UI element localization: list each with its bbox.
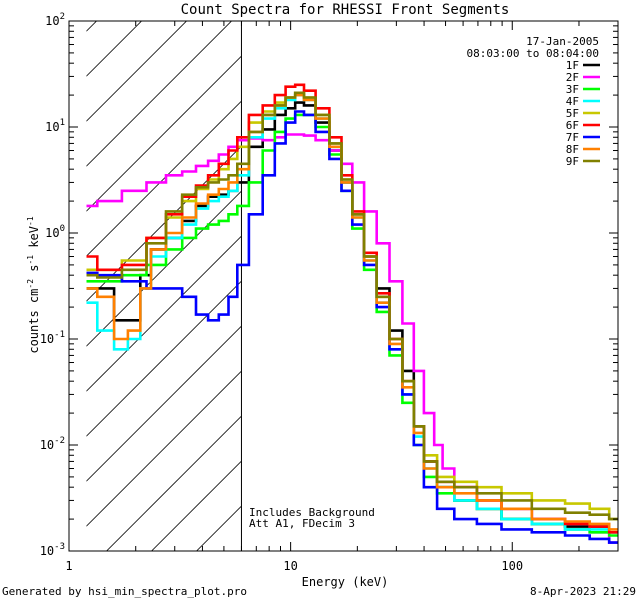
hatch-line bbox=[86, 21, 143, 77]
y-tick-label: 102 bbox=[45, 12, 65, 28]
y-tick-label: 10-3 bbox=[40, 542, 65, 558]
legend-label-7F: 7F bbox=[566, 131, 579, 144]
legend-label-6F: 6F bbox=[566, 119, 579, 132]
legend-label-4F: 4F bbox=[566, 95, 579, 108]
y-tick-label: 10-1 bbox=[40, 330, 65, 346]
y-tick-label: 101 bbox=[45, 118, 65, 134]
legend-label-9F: 9F bbox=[566, 155, 579, 168]
series-line-9F bbox=[86, 91, 618, 521]
legend-label-2F: 2F bbox=[566, 71, 579, 84]
legend-label-5F: 5F bbox=[566, 107, 579, 120]
date-label: 17-Jan-2005 bbox=[526, 35, 599, 48]
hatch-line bbox=[86, 190, 242, 347]
axis-layer: 1 10 100 10-3 10-2 10-1 100 101 102 bbox=[40, 12, 619, 573]
hatch-line bbox=[86, 325, 242, 482]
y-tick-label: 100 bbox=[45, 224, 65, 240]
excluded-energy-hatch bbox=[86, 21, 242, 551]
footer-generated-by: Generated by hsi_min_spectra_plot.pro bbox=[2, 585, 247, 598]
time-range-label: 08:03:00 to 08:04:00 bbox=[467, 47, 599, 60]
legend-label-1F: 1F bbox=[566, 59, 579, 72]
series-layer bbox=[86, 83, 618, 544]
y-axis-label: counts cm-2 s-1 keV-1 bbox=[26, 216, 41, 353]
legend-label-8F: 8F bbox=[566, 143, 579, 156]
legend-label-3F: 3F bbox=[566, 83, 579, 96]
hatch-line bbox=[86, 21, 233, 167]
attenuator-note: Att A1, FDecim 3 bbox=[249, 517, 355, 530]
x-tick-label: 1 bbox=[65, 559, 72, 573]
background-note: Includes Background bbox=[249, 506, 375, 519]
hatch-line bbox=[86, 21, 188, 122]
x-tick-label: 10 bbox=[283, 559, 297, 573]
footer-timestamp: 8-Apr-2023 21:29 bbox=[530, 585, 636, 598]
x-tick-label: 100 bbox=[501, 559, 523, 573]
series-line-8F bbox=[86, 93, 618, 531]
hatch-line bbox=[86, 145, 242, 302]
y-tick-label: 10-2 bbox=[40, 436, 65, 452]
chart-title: Count Spectra for RHESSI Front Segments bbox=[181, 2, 510, 18]
x-axis-label: Energy (keV) bbox=[302, 575, 389, 589]
plot-frame bbox=[68, 20, 619, 552]
hatch-line bbox=[86, 235, 242, 392]
hatch-line bbox=[86, 370, 242, 527]
hatch-line bbox=[106, 415, 242, 551]
hatch-line bbox=[86, 100, 242, 257]
